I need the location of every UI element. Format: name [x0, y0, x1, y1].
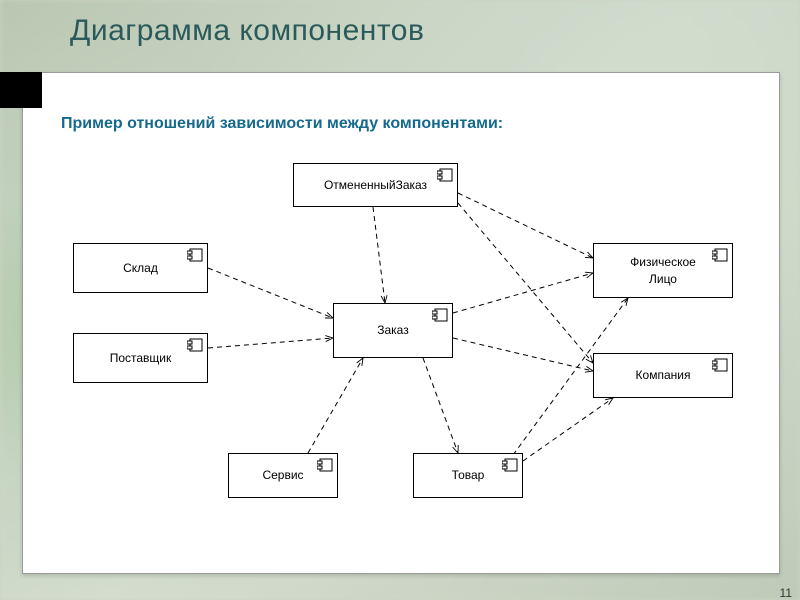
component-node-label: Заказ	[377, 322, 408, 338]
component-icon	[317, 458, 333, 472]
component-icon	[432, 308, 448, 322]
dependency-edge	[453, 338, 593, 371]
component-icon	[437, 168, 453, 182]
component-node-label: Компания	[636, 367, 691, 383]
page-number: 11	[780, 586, 792, 600]
dependency-edge	[458, 203, 593, 363]
dependency-edge	[523, 398, 613, 461]
dependency-edge	[458, 193, 593, 258]
component-node-zakaz: Заказ	[333, 303, 453, 358]
dependency-edge	[208, 338, 333, 348]
component-icon	[712, 248, 728, 262]
dependency-edge	[423, 358, 458, 453]
dependency-edge	[308, 358, 363, 453]
component-node-sklad: Склад	[73, 243, 208, 293]
component-node-label: Склад	[123, 260, 158, 276]
component-diagram: ОтмененныйЗаказ Склад Поставщик Заказ Физиче…	[53, 163, 753, 543]
component-node-phys: Физическое Лицо	[593, 243, 733, 298]
component-node-label: Товар	[452, 467, 485, 483]
component-node-cancelled: ОтмененныйЗаказ	[293, 163, 458, 207]
component-icon	[187, 248, 203, 262]
component-node-label: Поставщик	[110, 350, 172, 366]
component-node-postav: Поставщик	[73, 333, 208, 383]
component-node-label: Физическое Лицо	[630, 254, 696, 286]
component-node-company: Компания	[593, 353, 733, 398]
dependency-edge	[373, 207, 385, 303]
content-panel: Пример отношений зависимости между компо…	[22, 72, 780, 574]
component-icon	[502, 458, 518, 472]
component-node-tovar: Товар	[413, 453, 523, 498]
component-node-label: ОтмененныйЗаказ	[324, 177, 427, 193]
component-node-service: Сервис	[228, 453, 338, 498]
dependency-edge	[208, 268, 333, 318]
dependency-edge	[453, 273, 593, 313]
component-icon	[712, 358, 728, 372]
page-title: Диаграмма компонентов	[70, 14, 424, 48]
component-node-label: Сервис	[262, 467, 303, 483]
subtitle: Пример отношений зависимости между компо…	[61, 115, 503, 133]
decorative-black-tab	[0, 72, 42, 108]
component-icon	[187, 338, 203, 352]
